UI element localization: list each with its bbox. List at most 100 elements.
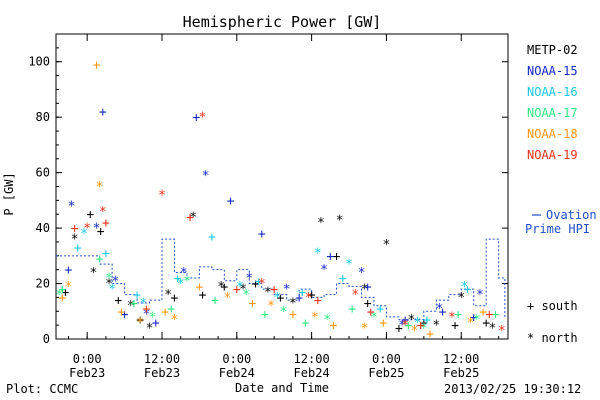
data-point-north: * [361,321,369,336]
data-point-north: * [358,266,366,281]
data-point-south: + [208,230,216,245]
data-point-north: * [448,310,456,325]
data-point-south: + [93,58,101,73]
data-point-north: * [283,283,291,298]
y-tick-label: 40 [36,221,50,235]
legend-item: METP-02 [527,43,578,57]
data-point-south: + [376,302,384,317]
data-point-north: * [467,316,475,331]
data-point-south: + [71,222,79,237]
data-point-south: + [270,283,278,298]
data-point-north: * [498,324,506,339]
data-point-north: * [236,280,244,295]
data-point-north: * [71,233,79,248]
model-hpi-line [56,238,506,321]
data-point-north: * [457,291,465,306]
data-point-north: * [336,213,344,228]
data-point-north: * [171,313,179,328]
data-point-south: + [348,302,356,317]
data-point-north: * [320,263,328,278]
data-point-south: + [102,247,110,262]
data-point-north: * [305,291,313,306]
data-point-south: + [233,283,241,298]
data-point-south: + [114,294,122,309]
data-point-south: + [252,277,260,292]
data-point-south: + [330,319,338,334]
data-point-south: + [171,291,179,306]
data-point-south: + [255,274,263,289]
data-point-south: + [261,308,269,323]
data-point-south: + [379,316,387,331]
x-tick-date: Feb25 [368,366,404,380]
data-point-south: + [152,316,160,331]
data-point-north: * [142,308,150,323]
data-point-south: + [102,216,110,231]
satellite-legend: METP-02 NOAA-15 NOAA-16 NOAA-17 NOAA-18 NOAA-… [527,43,578,162]
data-point-south: + [174,272,182,287]
data-point-north: * [217,280,225,295]
data-point-north: * [273,291,281,306]
data-point-north: * [407,313,415,328]
data-point-south: + [74,241,82,256]
data-point-south: + [136,313,144,328]
x-tick-time: 12:00 [294,352,330,366]
y-tick-label: 80 [36,110,50,124]
data-point-north: * [264,285,272,300]
x-tick-time: 12:00 [443,352,479,366]
data-point-north: * [460,280,468,295]
x-tick-time: 0:00 [73,352,102,366]
data-point-south: + [426,327,434,342]
data-point-south: + [364,296,372,311]
data-point-north: * [411,324,419,339]
data-point-south: + [277,291,285,306]
data-point-north: * [267,299,275,314]
data-point-south: + [401,313,409,328]
marker-legend: + south * north [527,299,578,345]
data-point-south: + [211,294,219,309]
data-point-south: + [186,211,194,226]
y-tick-label: 60 [36,166,50,180]
x-tick-time: 0:00 [222,352,251,366]
data-point-north: * [361,283,369,298]
data-point-north: * [370,310,378,325]
data-point-south: + [192,111,200,126]
chart-title: Hemispheric Power [GW] [183,13,382,31]
data-point-north: * [345,258,353,273]
data-point-north: * [199,111,207,126]
data-point-south: + [439,305,447,320]
data-point-north: * [96,180,104,195]
data-points: ++++++ ++ ++ ++++ + + +******** * *** **** ***++++… [55,58,505,342]
model-legend: Ovation Prime HPI [525,208,597,236]
marker-legend-item: + south [527,299,578,313]
data-point-south: + [308,288,316,303]
model-legend-line1: Ovation [546,208,597,222]
x-tick-time: 12:00 [144,352,180,366]
data-point-south: + [464,283,472,298]
legend-item: NOAA-19 [527,148,578,162]
data-point-south: + [65,263,73,278]
data-point-north: * [436,302,444,317]
model-layer [56,238,506,321]
data-point-north: * [314,247,322,262]
x-axis: 0:00Feb2312:00Feb230:00Feb2412:00Feb240:… [67,34,500,380]
data-point-south: + [97,224,105,239]
data-point-north: * [323,313,331,328]
data-point-north: * [68,199,76,214]
data-point-north: * [80,227,88,242]
data-point-south: + [367,305,375,320]
data-point-north: * [127,299,135,314]
data-point-north: * [473,313,481,328]
data-point-south: + [301,316,309,331]
data-point-south: + [142,302,150,317]
plot-credit: Plot: CCMC [6,382,79,396]
data-point-south: + [451,319,459,334]
data-point-south: + [482,316,490,331]
data-point-north: * [420,321,428,336]
data-point-north: * [164,288,172,303]
data-point-south: + [314,294,322,309]
data-point-north: * [239,283,247,298]
data-point-south: + [295,291,303,306]
data-point-south: + [167,302,175,317]
marker-legend-item: * north [527,331,578,345]
data-point-north: * [488,321,496,336]
